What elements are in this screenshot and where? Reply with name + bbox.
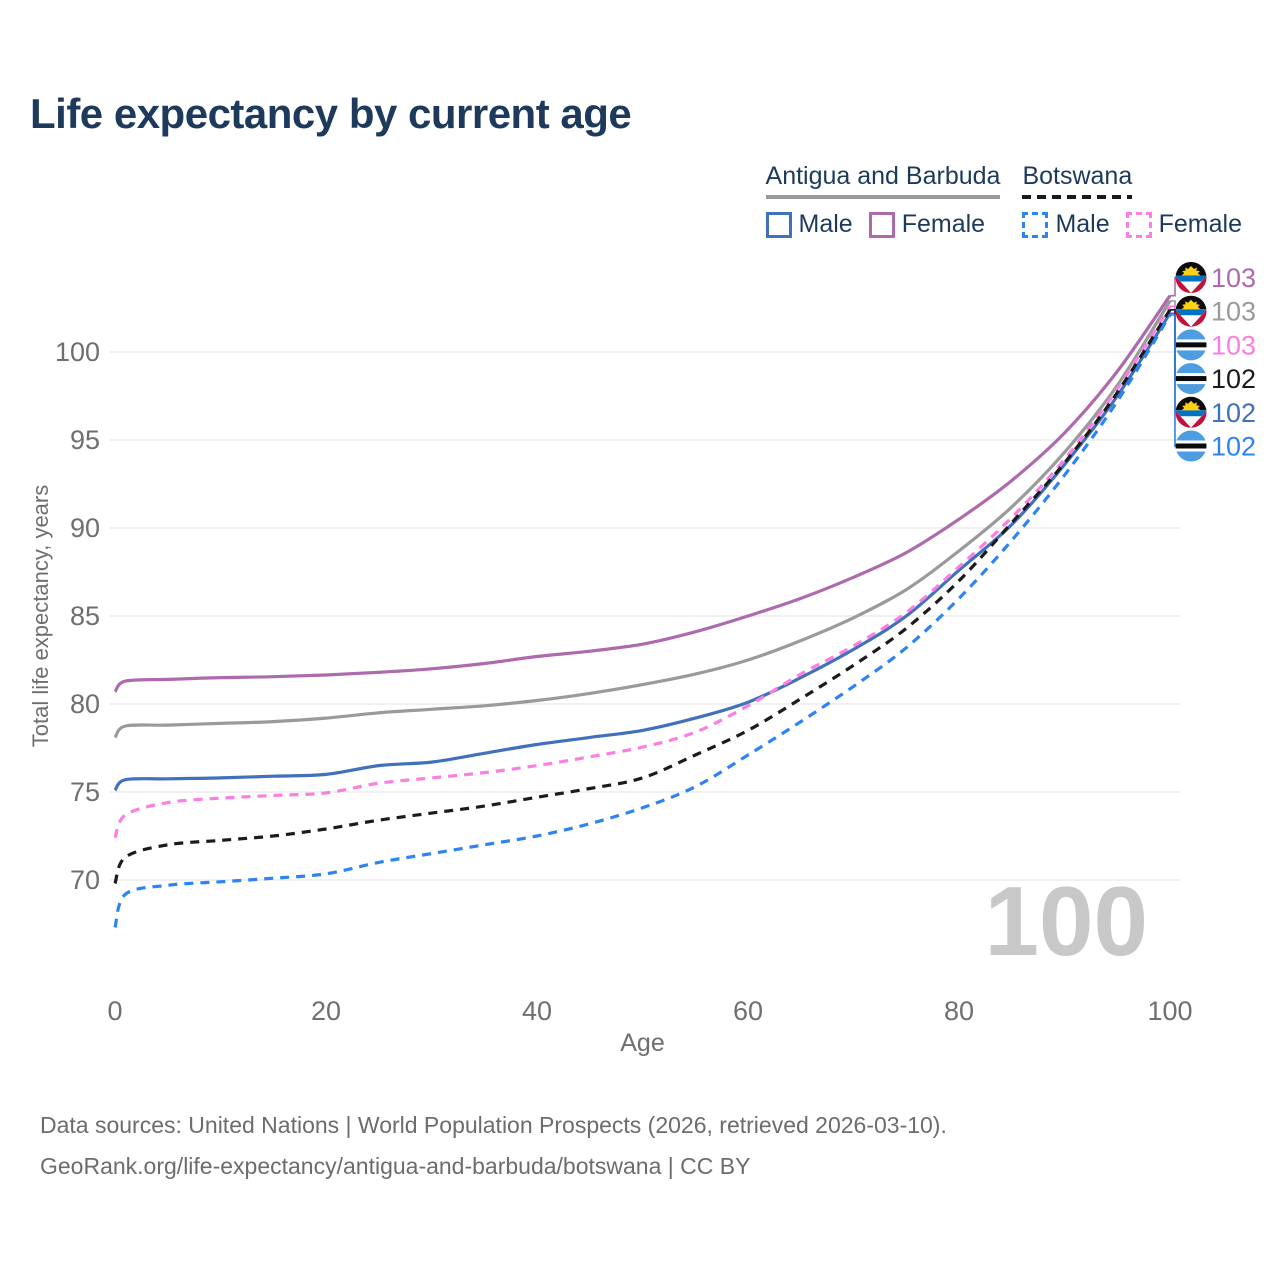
data-sources-note: Data sources: United Nations | World Pop… (40, 1112, 947, 1138)
y-tick-label: 100 (55, 337, 100, 367)
end-value-label-antigua-and-barbuda[interactable]: 103 (1211, 297, 1256, 327)
legend-country-label: Botswana (1022, 162, 1133, 190)
legend-item-label: Male (798, 210, 853, 238)
y-tick-label: 75 (70, 777, 100, 807)
line-antigua-and-barbuda-female[interactable] (113, 294, 1172, 693)
line-botswana-male[interactable] (113, 314, 1172, 929)
watermark-age: 100 (984, 866, 1148, 976)
page-title: Life expectancy by current age (30, 90, 632, 137)
x-tick-label: 60 (733, 996, 763, 1026)
y-tick-label: 80 (70, 689, 100, 719)
end-value-label-botswana[interactable]: 102 (1211, 364, 1256, 394)
legend-group-antigua-and-barbuda: Antigua and Barbuda Male Female (765, 162, 1001, 239)
line-antigua-and-barbuda[interactable] (113, 300, 1172, 739)
legend-country-botswana[interactable]: Botswana (1022, 162, 1133, 199)
y-axis-title: Total life expectancy, years (28, 485, 53, 748)
end-value-label-antigua-and-barbuda-female[interactable]: 103 (1211, 263, 1256, 293)
legend-country-label: Antigua and Barbuda (765, 162, 1001, 190)
x-axis-title: Age (620, 1029, 664, 1057)
line-style-key-dashed (1022, 195, 1133, 199)
source-url-note: GeoRank.org/life-expectancy/antigua-and-… (40, 1153, 751, 1179)
female-solid-swatch-icon (868, 211, 895, 238)
flag-icon-antigua-and-barbuda[interactable] (1175, 295, 1207, 327)
legend-item-botswana-male[interactable]: Male (1022, 210, 1110, 239)
male-dashed-swatch-icon (1022, 211, 1049, 238)
y-tick-label: 85 (70, 601, 100, 631)
legend-item-label: Female (1158, 210, 1242, 238)
x-tick-label: 0 (107, 996, 122, 1026)
x-tick-label: 20 (311, 996, 341, 1026)
legend-group-botswana: Botswana Male Female (1022, 162, 1242, 239)
legend-item-antigua-male[interactable]: Male (765, 210, 853, 239)
end-value-label-botswana-female[interactable]: 103 (1211, 330, 1256, 360)
legend-country-antigua-and-barbuda[interactable]: Antigua and Barbuda (765, 162, 1001, 199)
y-tick-label: 70 (70, 865, 100, 895)
legend-item-antigua-female[interactable]: Female (868, 210, 986, 239)
line-style-key-solid (765, 195, 1001, 199)
flag-icon-botswana[interactable] (1175, 430, 1207, 462)
x-tick-label: 40 (522, 996, 552, 1026)
female-dashed-swatch-icon (1125, 211, 1152, 238)
flag-icon-botswana[interactable] (1175, 363, 1207, 395)
male-solid-swatch-icon (765, 211, 792, 238)
flag-icon-antigua-and-barbuda[interactable] (1175, 396, 1207, 428)
legend-item-label: Male (1055, 210, 1110, 238)
end-value-label-antigua-and-barbuda-male[interactable]: 102 (1211, 398, 1256, 428)
line-botswana[interactable] (113, 308, 1172, 885)
line-antigua-and-barbuda-male[interactable] (113, 312, 1172, 792)
x-tick-label: 100 (1147, 996, 1192, 1026)
legend-item-label: Female (901, 210, 986, 238)
y-tick-label: 95 (70, 425, 100, 455)
line-botswana-female[interactable] (113, 305, 1172, 839)
x-tick-label: 80 (944, 996, 974, 1026)
flag-icon-botswana[interactable] (1175, 329, 1207, 361)
flag-icon-antigua-and-barbuda[interactable] (1175, 262, 1207, 294)
legend-item-botswana-female[interactable]: Female (1125, 210, 1242, 239)
chart-legend: Antigua and Barbuda Male Female Botswana… (765, 162, 1242, 239)
chart-footer: Data sources: United Nations | World Pop… (40, 1105, 947, 1187)
end-value-label-botswana-male[interactable]: 102 (1211, 432, 1256, 462)
y-tick-label: 90 (70, 513, 100, 543)
